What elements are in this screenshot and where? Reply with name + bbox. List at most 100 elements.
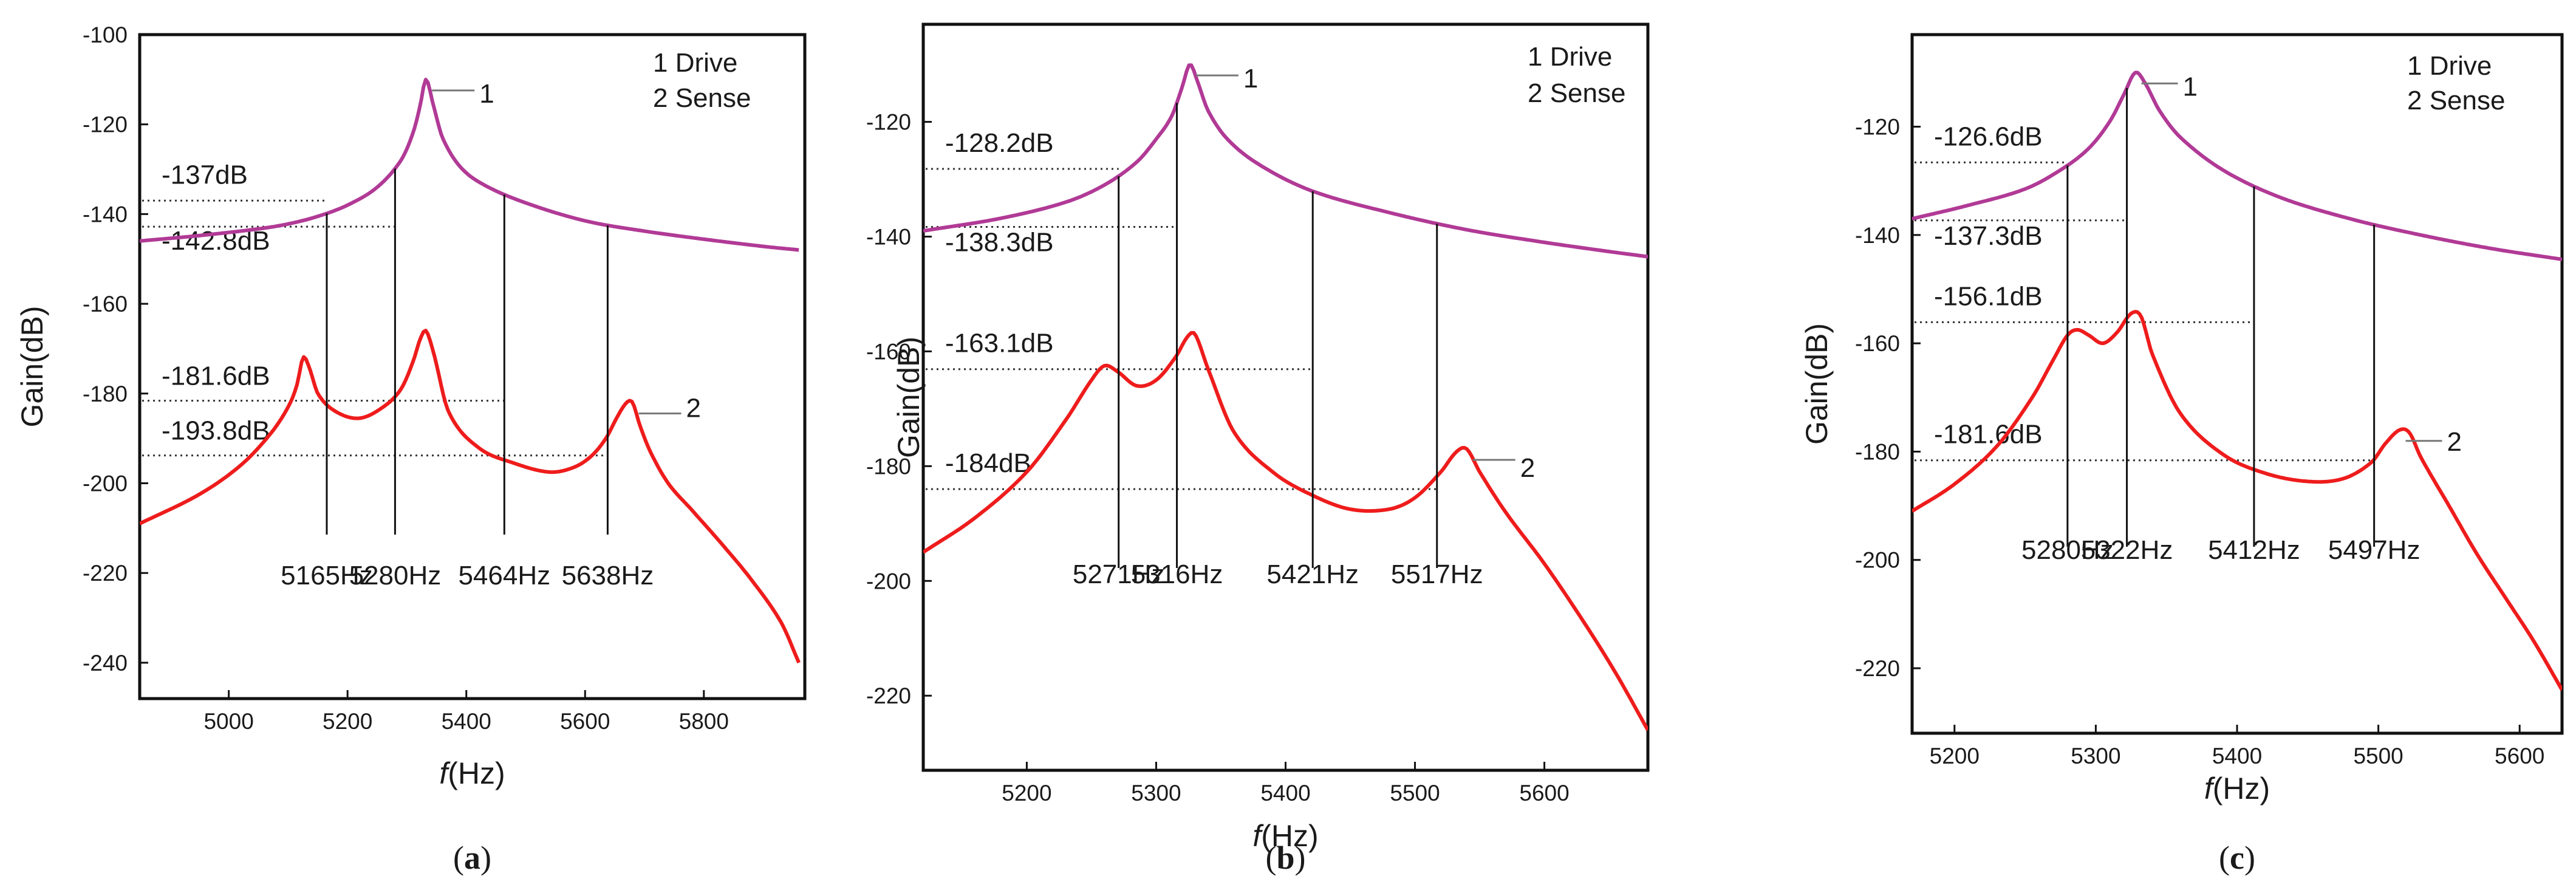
- x-tick-label: 5300: [1131, 781, 1181, 806]
- frequency-label: 5517Hz: [1391, 559, 1483, 589]
- gain-annotation: -156.1dB: [1934, 281, 2043, 311]
- gain-annotation: -138.3dB: [945, 227, 1054, 257]
- y-tick-label: -140: [1855, 223, 1900, 248]
- y-tick-label: -120: [1855, 115, 1900, 140]
- x-tick-label: 5600: [1519, 781, 1569, 806]
- panel-label: (b): [1265, 840, 1305, 876]
- panel-label-letter: b: [1276, 840, 1294, 876]
- frequency-label: 5464Hz: [458, 561, 550, 590]
- y-tick-label: -240: [83, 651, 128, 676]
- y-tick-label: -120: [83, 112, 128, 137]
- y-axis-label: Gain(dB): [15, 306, 49, 427]
- frequency-label: 5638Hz: [562, 561, 654, 590]
- panel-label: (c): [2219, 840, 2255, 876]
- frequency-label: 5497Hz: [2328, 535, 2421, 565]
- drive-curve: [140, 78, 801, 252]
- panel-label-open: (: [2219, 840, 2230, 876]
- y-tick-label: -220: [1855, 656, 1900, 681]
- x-tick-label: 5500: [1390, 781, 1440, 806]
- sense-curve: [923, 330, 1648, 731]
- legend-sense: 2 Sense: [2407, 86, 2505, 115]
- y-axis-label: Gain(dB): [892, 337, 926, 458]
- x-axis-label-unit: (Hz): [2213, 772, 2270, 806]
- x-axis-label: f(Hz): [2204, 772, 2270, 806]
- panel-c: 5200 5300 5400 5500 5600 -120 -140 -160 -180 -200…: [1800, 33, 2564, 876]
- y-tick-label: -180: [1855, 439, 1900, 464]
- panel-label-letter: a: [464, 840, 480, 876]
- series-tag: 1: [1243, 64, 1258, 94]
- drive-curve: [1912, 70, 2562, 261]
- gain-annotation: -137.3dB: [1934, 221, 2043, 251]
- y-tick-label: -140: [83, 202, 128, 227]
- x-axis-label: f(Hz): [439, 756, 505, 790]
- sense-curve: [140, 329, 801, 664]
- frequency-label: 5280Hz: [349, 561, 442, 590]
- series-tag: 1: [2183, 72, 2198, 101]
- x-tick-label: 5400: [442, 709, 491, 734]
- gain-annotation: -126.6dB: [1934, 121, 2043, 151]
- y-tick-label: -160: [866, 339, 911, 364]
- x-tick-label: 5400: [1260, 781, 1310, 806]
- gain-annotation: -184dB: [945, 448, 1031, 478]
- y-tick-label: -160: [83, 292, 128, 316]
- gain-annotation: -128.2dB: [945, 128, 1054, 158]
- y-tick-label: -160: [1855, 331, 1900, 356]
- legend-drive: 1 Drive: [2407, 51, 2492, 81]
- frequency-label: 5322Hz: [2081, 535, 2173, 565]
- y-axis-label: Gain(dB): [1800, 323, 1834, 445]
- panel-label-close: ): [480, 840, 491, 876]
- y-tick-label: -100: [83, 22, 128, 47]
- x-tick-label: 5800: [679, 709, 729, 734]
- x-tick-label: 5200: [323, 709, 372, 734]
- gain-annotation: -193.8dB: [162, 416, 270, 446]
- panel-label-open: (: [453, 840, 464, 876]
- x-axis-label-unit: (Hz): [1261, 819, 1318, 853]
- x-tick-label: 5200: [1930, 744, 1980, 768]
- gain-annotation: -181.6dB: [1934, 420, 2043, 450]
- panel-a: 5000 5200 5400 5600 5800 -100 -120 -140 -160 -180…: [15, 22, 807, 876]
- y-tick-label: -180: [866, 454, 911, 479]
- series-tag: 2: [2447, 427, 2462, 457]
- y-tick-label: -200: [866, 569, 911, 594]
- panel-label-close: ): [1295, 840, 1306, 876]
- y-tick-label: -120: [866, 110, 911, 135]
- series-tag: 1: [479, 79, 494, 109]
- x-tick-label: 5600: [2495, 744, 2544, 768]
- x-axis-label-unit: (Hz): [448, 756, 505, 790]
- panel-label-open: (: [1265, 840, 1276, 876]
- x-axis-label: f(Hz): [1252, 819, 1318, 853]
- frequency-label: 5280Hz: [2021, 535, 2114, 565]
- y-tick-label: -180: [83, 381, 128, 406]
- legend-drive: 1 Drive: [653, 48, 737, 78]
- sense-curve: [1912, 310, 2562, 691]
- panel-label: (a): [453, 840, 491, 876]
- legend-sense: 2 Sense: [1528, 78, 1625, 108]
- gain-annotation: -137dB: [162, 160, 248, 190]
- x-tick-label: 5400: [2212, 744, 2262, 768]
- panel-b: 5200 5300 5400 5500 5600 -120 -140 -160 -180 -200…: [866, 22, 1650, 876]
- frequency-label: 5271Hz: [1073, 559, 1165, 589]
- y-tick-label: -200: [1855, 548, 1900, 573]
- y-tick-label: -200: [83, 471, 128, 496]
- series-tag: 2: [1520, 453, 1535, 483]
- frequency-label: 5421Hz: [1266, 559, 1359, 589]
- y-tick-label: -220: [83, 561, 128, 586]
- legend-sense: 2 Sense: [653, 83, 751, 113]
- frequency-label: 5412Hz: [2208, 535, 2300, 565]
- frequency-label: 5165Hz: [281, 561, 373, 590]
- drive-curve: [923, 63, 1648, 259]
- panel-label-close: ): [2244, 840, 2255, 876]
- panel-label-letter: c: [2230, 840, 2244, 876]
- y-tick-label: -140: [866, 225, 911, 250]
- gain-annotation: -181.6dB: [162, 361, 270, 391]
- gain-annotation: -163.1dB: [945, 329, 1054, 358]
- x-tick-label: 5300: [2071, 744, 2120, 768]
- series-tag: 2: [686, 394, 700, 423]
- frequency-label: 5316Hz: [1131, 559, 1223, 589]
- legend-drive: 1 Drive: [1528, 42, 1612, 72]
- x-tick-label: 5200: [1002, 781, 1051, 806]
- x-tick-label: 5500: [2353, 744, 2403, 768]
- x-tick-label: 5000: [203, 709, 253, 734]
- plot-frame: [138, 33, 807, 700]
- y-tick-label: -220: [866, 683, 911, 708]
